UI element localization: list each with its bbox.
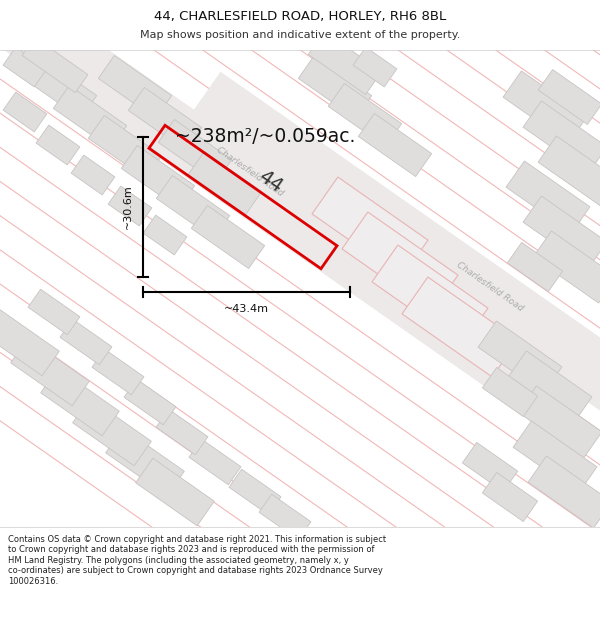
Polygon shape — [528, 456, 600, 528]
Polygon shape — [402, 277, 518, 377]
Polygon shape — [186, 72, 600, 522]
Polygon shape — [312, 177, 428, 277]
Polygon shape — [538, 69, 600, 124]
Polygon shape — [22, 38, 88, 92]
Text: ~238m²/~0.059ac.: ~238m²/~0.059ac. — [175, 127, 355, 146]
Polygon shape — [156, 409, 208, 455]
Polygon shape — [28, 289, 80, 335]
Polygon shape — [88, 116, 162, 179]
Polygon shape — [523, 196, 600, 268]
Text: ~43.4m: ~43.4m — [224, 304, 269, 314]
Polygon shape — [342, 212, 458, 312]
Polygon shape — [353, 47, 397, 87]
Polygon shape — [518, 386, 600, 458]
Polygon shape — [372, 245, 488, 345]
Polygon shape — [143, 215, 187, 255]
Polygon shape — [506, 161, 590, 233]
Text: Contains OS data © Crown copyright and database right 2021. This information is : Contains OS data © Crown copyright and d… — [8, 535, 386, 586]
Text: ~30.6m: ~30.6m — [123, 184, 133, 229]
Polygon shape — [463, 442, 518, 492]
Polygon shape — [478, 321, 562, 393]
Polygon shape — [108, 186, 152, 226]
Polygon shape — [538, 136, 600, 208]
Polygon shape — [358, 114, 432, 176]
Polygon shape — [106, 428, 184, 496]
Polygon shape — [328, 84, 402, 146]
Polygon shape — [158, 119, 232, 182]
Polygon shape — [229, 469, 281, 515]
Text: Charlesfield Road: Charlesfield Road — [215, 146, 285, 198]
Polygon shape — [0, 308, 59, 376]
Polygon shape — [0, 0, 549, 408]
Polygon shape — [3, 47, 47, 87]
Polygon shape — [98, 56, 172, 119]
Polygon shape — [308, 31, 382, 94]
Polygon shape — [523, 101, 600, 173]
Polygon shape — [503, 71, 587, 143]
Polygon shape — [36, 125, 80, 165]
Polygon shape — [513, 421, 597, 493]
Polygon shape — [121, 146, 195, 209]
Polygon shape — [156, 176, 230, 239]
Polygon shape — [23, 56, 97, 119]
Text: Map shows position and indicative extent of the property.: Map shows position and indicative extent… — [140, 30, 460, 40]
Polygon shape — [298, 56, 372, 119]
Polygon shape — [11, 338, 89, 406]
Polygon shape — [124, 379, 176, 425]
Text: 44: 44 — [254, 167, 286, 197]
Polygon shape — [191, 206, 265, 269]
Polygon shape — [136, 458, 214, 526]
Polygon shape — [128, 88, 202, 151]
Polygon shape — [92, 349, 144, 395]
Polygon shape — [188, 151, 262, 214]
Text: Charlesfield Road: Charlesfield Road — [455, 261, 525, 313]
Polygon shape — [259, 494, 311, 540]
Polygon shape — [3, 92, 47, 132]
Polygon shape — [482, 368, 538, 417]
Polygon shape — [41, 368, 119, 436]
Polygon shape — [508, 242, 563, 292]
Polygon shape — [71, 155, 115, 195]
Polygon shape — [482, 472, 538, 522]
Polygon shape — [533, 231, 600, 303]
Polygon shape — [73, 398, 151, 466]
Polygon shape — [53, 86, 127, 149]
Text: 44, CHARLESFIELD ROAD, HORLEY, RH6 8BL: 44, CHARLESFIELD ROAD, HORLEY, RH6 8BL — [154, 9, 446, 22]
Polygon shape — [189, 439, 241, 485]
Polygon shape — [60, 319, 112, 365]
Polygon shape — [508, 351, 592, 423]
